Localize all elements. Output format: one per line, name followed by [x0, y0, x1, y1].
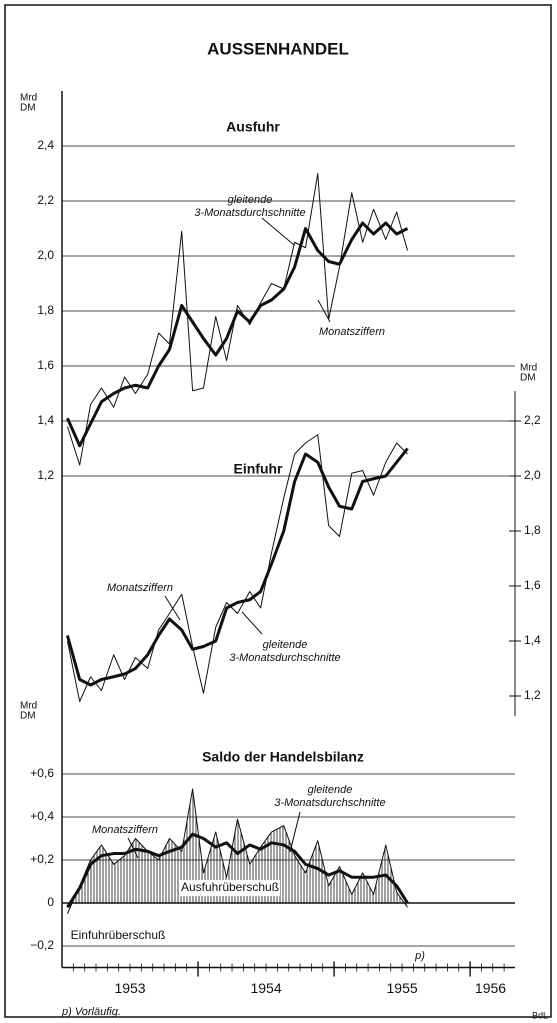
annotation: 3-Monatsdurchschnitte [274, 797, 385, 809]
annotation: gleitende [228, 194, 273, 206]
x-tick-label: 1955 [387, 980, 418, 996]
y-tick-label: 2,0 [37, 248, 54, 262]
y-tick-label: 2,2 [37, 193, 54, 207]
line [66, 788, 408, 914]
annotation: Saldo der Handelsbilanz [202, 749, 364, 765]
annotation: gleitende [263, 639, 308, 651]
annotation: 3-Monatsdurchschnitte [229, 652, 340, 664]
annotation: gleitende [308, 784, 353, 796]
footnote: p) Vorläufig. [61, 1006, 121, 1018]
annotation-arrow [261, 217, 295, 246]
line [66, 832, 409, 909]
y-tick-label: 1,8 [37, 303, 54, 317]
source: BdL [532, 1010, 548, 1020]
annotation: Einfuhrüberschuß [71, 928, 166, 942]
annotation: Monatsziffern [92, 824, 158, 836]
x-tick-label: 1953 [114, 980, 145, 996]
annotation: Ausfuhrüberschuß [181, 880, 279, 894]
axis-label: Mrd [20, 93, 37, 104]
axis-label: Mrd [520, 363, 537, 374]
annotation-arrow [241, 611, 263, 635]
annotation: Einfuhr [234, 461, 284, 477]
y2-tick-label: 2,2 [524, 413, 541, 427]
y-tick-label: 0 [47, 895, 54, 909]
line [65, 447, 409, 687]
y-tick-label: 1,4 [37, 413, 54, 427]
axis-label: DM [520, 373, 536, 384]
y-tick-label: +0,6 [30, 766, 54, 780]
x-tick-label: 1954 [250, 980, 281, 996]
annotation-arrow [317, 299, 331, 323]
annotation-bg [180, 880, 280, 896]
annotation: Ausfuhr [226, 119, 280, 135]
annotation-arrow [289, 811, 301, 853]
area [67, 789, 408, 914]
y-tick-label: +0,2 [30, 852, 54, 866]
annotation: p) [414, 950, 425, 962]
annotation-arrow [127, 837, 139, 859]
y-tick-label: 2,4 [37, 138, 54, 152]
y2-tick-label: 1,6 [524, 578, 541, 592]
annotation-arrow [164, 595, 181, 621]
y2-tick-label: 1,2 [524, 688, 541, 702]
y-tick-label: 1,6 [37, 358, 54, 372]
y-tick-label: 1,2 [37, 468, 54, 482]
y2-tick-label: 2,0 [524, 468, 541, 482]
line [66, 173, 409, 466]
axis-label: Mrd [20, 701, 37, 712]
line [66, 221, 409, 448]
annotation: Monatsziffern [319, 326, 385, 338]
y2-tick-label: 1,4 [524, 633, 541, 647]
y2-tick-label: 1,8 [524, 523, 541, 537]
y-tick-label: −0,2 [30, 938, 54, 952]
annotation: Monatsziffern [107, 582, 173, 594]
frame [4, 4, 552, 1018]
page-title: AUSSENHANDEL [207, 39, 349, 58]
line [66, 434, 408, 702]
axis-label: DM [20, 711, 36, 722]
y-tick-label: +0,4 [30, 809, 54, 823]
x-tick-label: 1956 [475, 980, 506, 996]
annotation: 3-Monatsdurchschnitte [194, 207, 305, 219]
axis-label: DM [20, 103, 36, 114]
annotation-bg [68, 928, 168, 944]
